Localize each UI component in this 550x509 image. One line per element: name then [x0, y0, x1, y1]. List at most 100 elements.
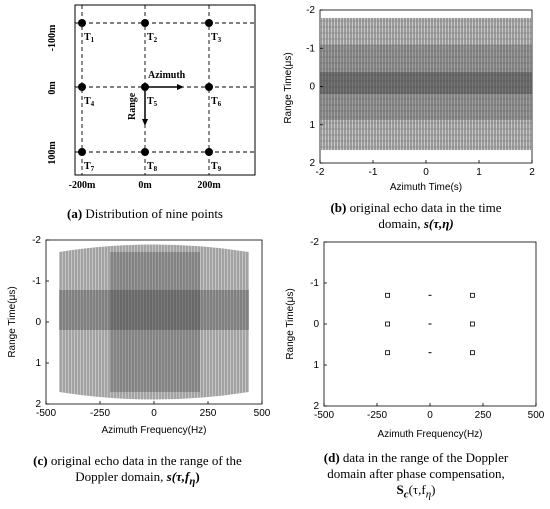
- pb-ytick-3: 1: [309, 120, 315, 131]
- target-label-3: T3: [211, 32, 222, 44]
- panel-d-chart: -500 -250 0 250 500 -2 -1 0 1 2 Azimuth Frequency…: [285, 237, 545, 440]
- range-label: Range: [127, 92, 138, 120]
- pc-xtick-3: 250: [200, 408, 217, 419]
- pd-point-9: [469, 350, 475, 356]
- target-label-8: T8: [147, 161, 158, 173]
- target-label-6: T6: [211, 96, 222, 108]
- pd-ytick-4: 2: [313, 401, 319, 412]
- pd-xtick-0: -500: [314, 410, 334, 421]
- pc-ytick-3: 1: [35, 358, 41, 369]
- pb-ytick-4: 2: [309, 158, 315, 169]
- pc-dense-band: [59, 290, 249, 330]
- caption-d-end2: ): [431, 482, 436, 497]
- pb-xtick-3: 1: [476, 167, 482, 178]
- caption-a: (a) Distribution of nine points: [20, 206, 270, 222]
- pb-echo-band: [320, 18, 532, 150]
- pd-ytick-1: -1: [310, 278, 319, 289]
- pd-point-7: [385, 350, 390, 356]
- caption-d-tag: (d): [323, 450, 340, 465]
- caption-c-line1: original echo data in the range of the: [47, 453, 242, 468]
- pc-xtick-0: -500: [36, 408, 56, 419]
- pd-ylabel: Range Time(μs): [285, 288, 296, 359]
- target-point-1: [78, 19, 86, 27]
- pd-xtick-2: 0: [427, 410, 433, 421]
- pc-xtick-1: -250: [90, 408, 110, 419]
- target-point-7: [78, 148, 86, 156]
- pc-xtick-2: 0: [151, 408, 157, 419]
- pa-ytick-1: 0m: [47, 81, 58, 95]
- caption-d-line1: data in the range of the Doppler: [339, 450, 509, 465]
- target-point-3: [205, 19, 213, 27]
- caption-c-end: ): [195, 469, 200, 484]
- pd-xlabel: Azimuth Frequency(Hz): [377, 429, 482, 440]
- pb-xlabel: Azimuth Time(s): [390, 182, 462, 193]
- azimuth-label: Azimuth: [148, 70, 186, 81]
- caption-b-line1: original echo data in the time: [346, 200, 502, 215]
- target-label-2: T2: [147, 32, 158, 44]
- pb-xtick-4: 2: [529, 167, 535, 178]
- pc-ytick-4: 2: [35, 399, 41, 410]
- target-label-9: T9: [211, 161, 222, 173]
- pb-dense-band: [320, 45, 532, 120]
- pb-xtick-0: -2: [316, 167, 325, 178]
- target-point-9: [205, 148, 213, 156]
- pa-xtick-1: 0m: [138, 180, 152, 191]
- pa-xtick-0: -200m: [69, 180, 96, 191]
- panel-c-chart: -500 -250 0 250 500 -2 -1 0 1 2 Azimuth Frequency…: [7, 235, 271, 436]
- pc-ytick-0: -2: [32, 235, 41, 246]
- pb-ylabel: Range Time(μs): [283, 52, 294, 123]
- target-label-7: T7: [84, 161, 95, 173]
- pb-xtick-1: -1: [369, 167, 378, 178]
- pd-point-3: [469, 292, 475, 298]
- panel-a-grid: [75, 5, 255, 175]
- pb-xtick-2: 0: [423, 167, 429, 178]
- caption-b: (b) original echo data in the time domai…: [285, 200, 547, 232]
- pd-xtick-3: 250: [475, 410, 492, 421]
- caption-d-sub2: η: [425, 488, 432, 501]
- caption-c-sym: s(τ,f: [166, 469, 190, 484]
- pd-ytick-2: 0: [313, 319, 319, 330]
- target-label-1: T1: [84, 32, 95, 44]
- pb-center-band: [320, 72, 532, 94]
- caption-c-tag: (c): [33, 453, 48, 468]
- target-point-6: [205, 83, 213, 91]
- pd-point-1: [385, 292, 390, 298]
- target-label-4: T4: [84, 96, 95, 108]
- pd-ytick-0: -2: [310, 237, 319, 248]
- caption-d-line2: domain after phase compensation,: [327, 466, 505, 481]
- caption-b-tag: (b): [330, 200, 347, 215]
- pd-point-4: [385, 321, 390, 327]
- pb-ytick-0: -2: [306, 5, 315, 16]
- target-point-4: [78, 83, 86, 91]
- azimuth-arrowhead: [177, 84, 184, 90]
- pa-xtick-2: 200m: [197, 180, 221, 191]
- pd-xtick-1: -250: [367, 410, 387, 421]
- pd-ytick-3: 1: [313, 360, 319, 371]
- pd-xtick-4: 500: [528, 410, 545, 421]
- caption-b-line2: domain,: [378, 216, 424, 231]
- panel-a-frame: [74, 4, 256, 176]
- caption-c-line2: Doppler domain,: [75, 469, 167, 484]
- pc-ylabel: Range Time(μs): [7, 286, 18, 357]
- caption-b-sym: s(τ,η): [423, 216, 454, 231]
- target-point-8: [141, 148, 149, 156]
- pc-xlabel: Azimuth Frequency(Hz): [101, 425, 206, 436]
- pc-ytick-2: 0: [35, 317, 41, 328]
- pb-ytick-2: 0: [309, 82, 315, 93]
- caption-d-sym-sub: c: [403, 488, 409, 501]
- panel-a-diagram: T1 T2 T3 T4 T5 T6 T7 T8 T9 Azimuth Range -100m 0…: [47, 4, 256, 191]
- pc-echo-shape: [59, 244, 249, 400]
- caption-a-tag: (a): [66, 206, 83, 221]
- range-arrowhead: [142, 119, 148, 126]
- pc-ytick-1: -1: [32, 276, 41, 287]
- pc-center-band: [110, 252, 200, 392]
- target-label-5: T5: [147, 96, 158, 108]
- caption-c-sub: η: [189, 475, 196, 488]
- pb-ytick-1: -1: [306, 43, 315, 54]
- caption-d: (d) data in the range of the Doppler dom…: [285, 450, 547, 503]
- caption-d-sym: S: [396, 482, 404, 497]
- pa-ytick-0: -100m: [47, 24, 58, 51]
- pa-ytick-2: 100m: [47, 141, 58, 165]
- caption-a-text: Distribution of nine points: [82, 206, 223, 221]
